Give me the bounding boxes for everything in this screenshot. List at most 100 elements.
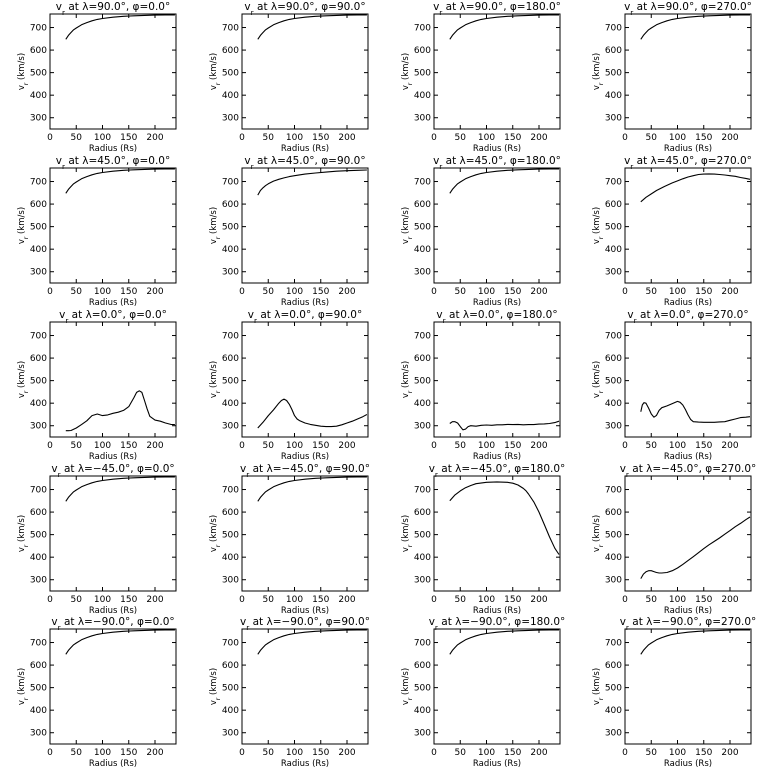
x-tick-label: 0	[239, 748, 245, 758]
y-axis-label: vr (km/s)	[592, 361, 605, 398]
x-tick-label: 0	[622, 133, 628, 143]
y-axis-label-base: v	[592, 85, 602, 90]
panel-14: vr at λ=−45.0°, φ=90.0°0 50 100 150 20030040…	[209, 463, 370, 616]
y-tick-label: 700	[414, 486, 431, 496]
y-axis-label-rest: (km/s)	[592, 515, 602, 545]
panel-title-subscript: r	[251, 8, 255, 17]
x-tick-label: 0	[431, 287, 437, 297]
x-tick-label: 50	[646, 748, 658, 758]
y-tick-label: 500	[414, 377, 431, 387]
panel-title-rest: at λ=−45.0°, φ=90.0°	[249, 463, 370, 475]
plot-frame	[433, 628, 561, 745]
y-tick-label: 600	[605, 508, 622, 518]
panel-title-rest: at λ=−90.0°, φ=90.0°	[249, 616, 370, 628]
panel-title: vr at λ=−45.0°, φ=180.0°	[429, 463, 566, 479]
y-tick-label: 700	[222, 486, 239, 496]
y-tick-label: 300	[414, 268, 431, 278]
x-tick-label: 100	[669, 595, 686, 605]
y-axis-label: vr (km/s)	[592, 207, 605, 244]
panel-title-base: v	[56, 1, 62, 13]
y-tick-label: 700	[414, 24, 431, 34]
x-axis-label: Radius (Rs)	[473, 606, 521, 616]
plot-frame	[433, 475, 561, 592]
panel-title-subscript: r	[435, 470, 439, 479]
y-tick-label: 700	[605, 639, 622, 649]
panel-18: vr at λ=−90.0°, φ=90.0°0 50 100 150 20030040…	[209, 616, 370, 768]
panel-title-subscript: r	[630, 8, 634, 17]
y-tick-label: 400	[222, 245, 239, 255]
y-tick-label: 700	[605, 178, 622, 188]
x-tick-label: 0	[431, 133, 437, 143]
panel-title: vr at λ=90.0°, φ=270.0°	[624, 1, 752, 17]
y-tick-label: 300	[414, 114, 431, 124]
y-tick-label: 400	[414, 399, 431, 409]
panel-title-rest: at λ=−90.0°, φ=270.0°	[629, 616, 756, 628]
x-tick-label: 50	[455, 595, 467, 605]
y-axis-label-base: v	[209, 547, 219, 552]
x-axis-label: Radius (Rs)	[664, 144, 712, 154]
y-axis-label-subscript: r	[598, 697, 605, 700]
y-tick-label: 300	[414, 729, 431, 739]
panel-title-base: v	[248, 309, 254, 321]
y-axis-label: vr (km/s)	[592, 668, 605, 705]
y-axis-label-rest: (km/s)	[17, 515, 27, 545]
x-tick-label: 150	[695, 441, 712, 451]
panel-title-subscript: r	[246, 623, 250, 632]
y-axis-label-base: v	[592, 547, 602, 552]
series-line-1	[449, 168, 559, 194]
x-tick-label: 100	[286, 287, 303, 297]
y-axis-label-base: v	[17, 393, 27, 398]
y-tick-label: 500	[222, 69, 239, 79]
y-axis-label-base: v	[209, 239, 219, 244]
panel-title-subscript: r	[65, 316, 69, 325]
x-tick-label: 150	[695, 133, 712, 143]
y-tick-label: 500	[30, 377, 47, 387]
panel-title-rest: at λ=0.0°, φ=180.0°	[446, 309, 558, 321]
panel-title-base: v	[620, 616, 626, 628]
x-tick-label: 200	[338, 441, 355, 451]
panel-title-subscript: r	[246, 470, 250, 479]
x-tick-label: 150	[312, 748, 329, 758]
y-tick-label: 300	[30, 729, 47, 739]
y-tick-label: 700	[605, 332, 622, 342]
x-tick-label: 0	[47, 441, 53, 451]
y-axis-label-rest: (km/s)	[17, 53, 27, 83]
plot-frame	[241, 13, 369, 130]
x-tick-label: 150	[312, 287, 329, 297]
y-tick-label: 600	[30, 354, 47, 364]
y-axis-label-base: v	[592, 239, 602, 244]
panel-title-subscript: r	[58, 623, 62, 632]
y-axis-label-rest: (km/s)	[209, 207, 219, 237]
x-tick-label: 0	[47, 595, 53, 605]
y-tick-label: 700	[414, 639, 431, 649]
y-tick-label: 300	[605, 114, 622, 124]
y-tick-label: 300	[605, 268, 622, 278]
y-axis-label-base: v	[401, 239, 411, 244]
panel-7: vr at λ=45.0°, φ=180.0°0 50 100 150 20030040…	[401, 155, 561, 308]
y-tick-label: 500	[414, 531, 431, 541]
y-axis-label-subscript: r	[598, 236, 605, 239]
y-tick-label: 700	[30, 486, 47, 496]
x-tick-label: 100	[94, 595, 111, 605]
x-tick-label: 0	[622, 287, 628, 297]
x-tick-label: 150	[504, 287, 521, 297]
y-tick-label: 400	[414, 553, 431, 563]
panel-3: vr at λ=90.0°, φ=180.0°0 50 100 150 20030040…	[401, 1, 561, 154]
x-tick-label: 50	[263, 287, 275, 297]
x-tick-label: 50	[71, 133, 83, 143]
x-tick-label: 150	[504, 595, 521, 605]
x-tick-label: 0	[239, 441, 245, 451]
panel-20: vr at λ=−90.0°, φ=270.0°0 50 100 150 2003004…	[592, 616, 756, 768]
y-tick-label: 600	[222, 354, 239, 364]
x-tick-label: 200	[530, 287, 547, 297]
y-axis-label: vr (km/s)	[401, 207, 414, 244]
y-tick-label: 300	[222, 422, 239, 432]
panel-5: vr at λ=45.0°, φ=0.0°0 50 100 150 2003004005…	[17, 155, 177, 308]
y-tick-label: 300	[30, 268, 47, 278]
y-axis-label-subscript: r	[598, 390, 605, 393]
panel-title-rest: at λ=−90.0°, φ=0.0°	[61, 616, 175, 628]
x-tick-label: 150	[504, 441, 521, 451]
panel-title-rest: at λ=45.0°, φ=270.0°	[633, 155, 752, 167]
y-tick-label: 600	[605, 661, 622, 671]
y-axis-label-base: v	[209, 393, 219, 398]
